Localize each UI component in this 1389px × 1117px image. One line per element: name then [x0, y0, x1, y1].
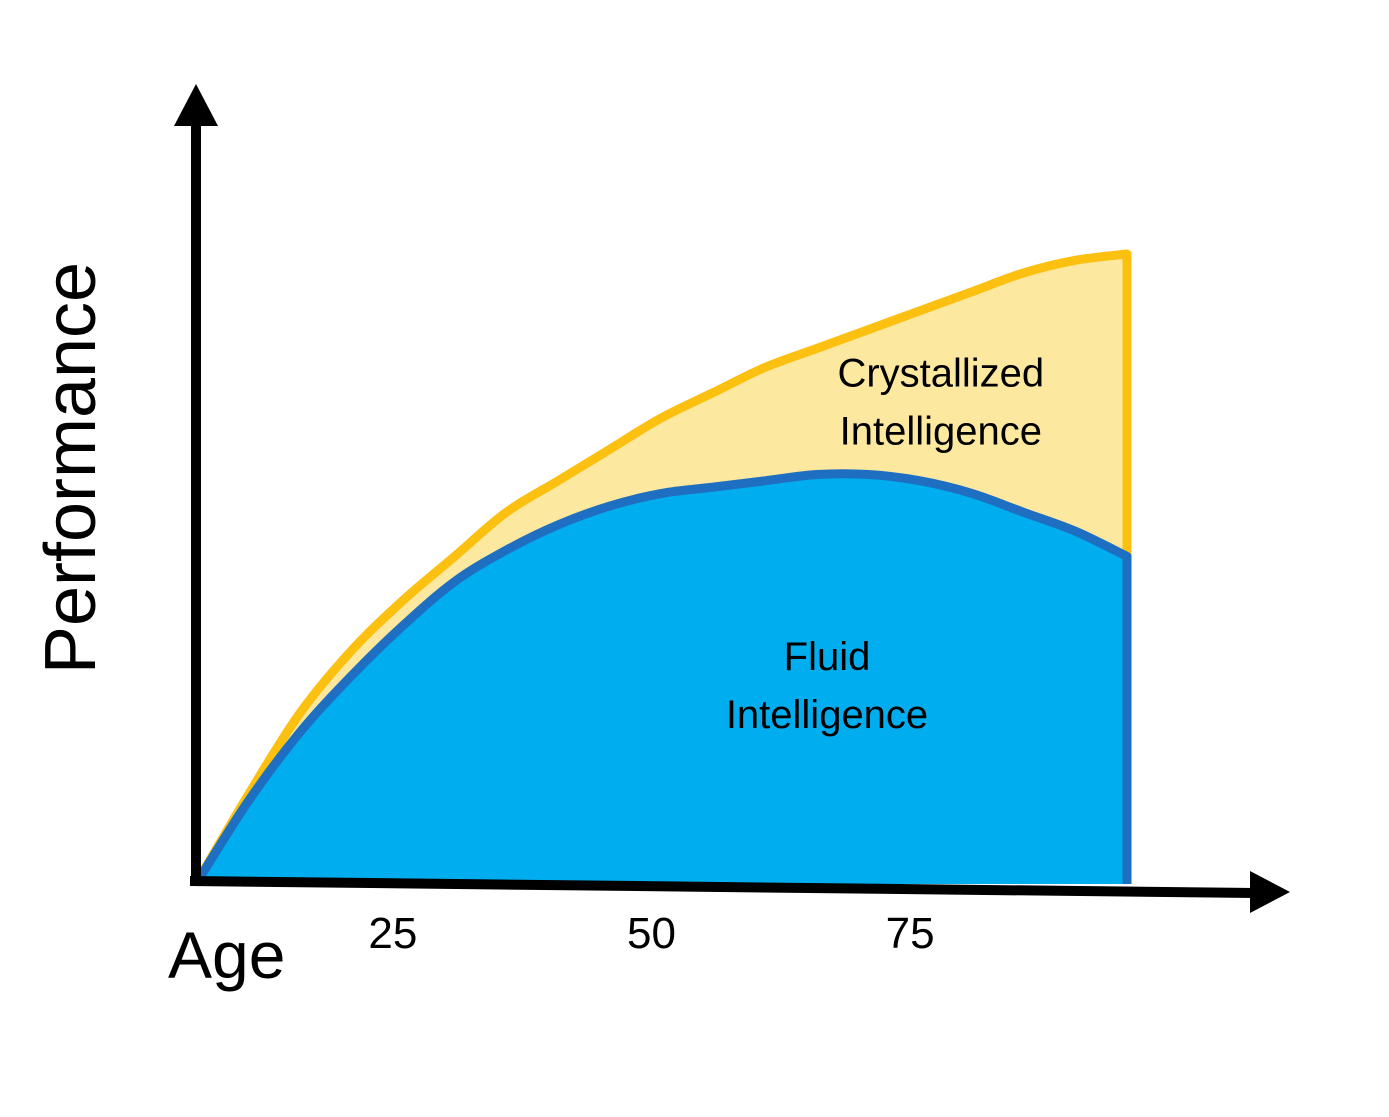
area-annotations: Crystallized Intelligence Fluid Intelligenc…: [726, 351, 1044, 737]
x-axis-line: [189, 876, 1256, 898]
series-1-line: [192, 249, 1132, 887]
x-tick-labels: 25 50 75: [368, 909, 934, 958]
chart-axes: [174, 84, 1290, 913]
chart-areas: [192, 249, 1132, 887]
series-2-line: [192, 469, 1132, 887]
x-axis-arrowhead: [1250, 871, 1290, 913]
x-tick-label-25: 25: [368, 909, 417, 958]
x-axis-title: Age: [168, 918, 285, 992]
y-axis-arrowhead: [174, 84, 218, 126]
annotation-2-line-2: Intelligence: [726, 693, 928, 737]
annotation-1-line-1: Crystallized: [837, 351, 1044, 395]
x-tick-label-75: 75: [886, 909, 935, 958]
annotation-2: Fluid Intelligence: [726, 635, 928, 737]
y-axis-title: Performance: [31, 262, 111, 674]
annotation-1: Crystallized Intelligence: [837, 351, 1044, 453]
x-tick-label-50: 50: [627, 909, 676, 958]
annotation-2-line-1: Fluid: [784, 635, 871, 679]
series-2-area: [196, 473, 1127, 884]
annotation-1-line-2: Intelligence: [840, 409, 1042, 453]
chart-labels: Performance Age: [31, 262, 285, 992]
